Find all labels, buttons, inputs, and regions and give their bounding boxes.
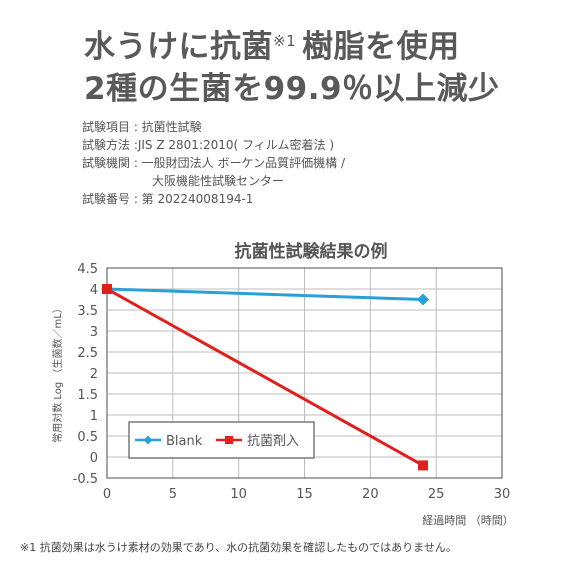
plot-area-frame — [106, 267, 503, 479]
y-axis-label: 常用対数 Log （生菌数／mL） — [51, 303, 64, 443]
y-tick-label: 4.5 — [77, 262, 98, 277]
y-axis-ticks: -0.5 0 0.5 1 1.5 2 2.5 3 3.5 4 4.5 — [73, 262, 98, 487]
x-tick-label: 0 — [103, 487, 111, 502]
footnote: ※1 抗菌効果は水うけ素材の効果であり、水の抗菌効果を確認したものではありません… — [20, 541, 457, 554]
series-line-1 — [106, 287, 424, 301]
y-tick-label: 3 — [90, 325, 98, 340]
y-tick-label: 0 — [90, 451, 98, 466]
series-1-point — [417, 293, 429, 306]
x-tick-label: 15 — [296, 487, 313, 502]
test-info-item: 試験項目 : 抗菌性試験 — [82, 120, 202, 134]
headline-line-2: 2種の生菌を99.9％以上減少 — [84, 71, 500, 107]
headline-line-1-main: 水うけに抗菌 — [84, 29, 273, 65]
series-line-2 — [106, 287, 424, 467]
y-tick-label: 2.5 — [77, 346, 98, 361]
y-tick-label: 0.5 — [77, 430, 98, 445]
x-tick-label: 5 — [169, 487, 177, 502]
x-tick-label: 25 — [428, 487, 445, 502]
antibacterial-test-chart: 抗菌性試験結果の例 -0.5 0 0.5 1 1.5 2 2.5 3 3.5 4 4.5 0 5 10 1… — [51, 241, 514, 527]
test-info-method: 試験方法 :JIS Z 2801:2010( フィルム密着法 ) — [82, 138, 335, 152]
x-tick-label: 30 — [494, 487, 511, 502]
chart-title: 抗菌性試験結果の例 — [235, 241, 388, 262]
headline-line-1-rest: 樹脂を使用 — [302, 29, 460, 65]
headline-footnote-mark: ※1 — [273, 32, 297, 50]
legend-marker-square — [225, 436, 233, 444]
test-info-org-cont: 大阪機能性試験センター — [152, 174, 285, 188]
headline-line-1: 水うけに抗菌※1 樹脂を使用 — [84, 20, 564, 68]
y-tick-label: 2 — [90, 367, 98, 382]
y-tick-label: 3.5 — [77, 304, 98, 319]
headline: 水うけに抗菌※1 樹脂を使用 2種の生菌を99.9％以上減少 — [84, 20, 564, 110]
x-tick-label: 20 — [362, 487, 379, 502]
chart-series — [101, 283, 429, 471]
legend-marker-diamond — [143, 435, 153, 445]
chart-legend: Blank 抗菌剤入 — [128, 421, 315, 459]
y-tick-label: 1.5 — [77, 388, 98, 403]
x-axis-label: 経過時間 （時間） — [422, 514, 514, 527]
series-2-point — [418, 460, 428, 471]
legend-label: Blank — [166, 434, 203, 449]
y-tick-label: -0.5 — [73, 472, 98, 487]
test-info-org: 試験機関 : 一般財団法人 ボーケン品質評価機構 / — [82, 156, 345, 170]
y-tick-label: 1 — [90, 409, 98, 424]
series-2-point — [102, 284, 112, 294]
test-info: 試験項目 : 抗菌性試験 試験方法 :JIS Z 2801:2010( フィルム… — [82, 118, 345, 208]
x-axis-ticks: 0 5 10 15 20 25 30 — [103, 487, 510, 502]
x-tick-label: 10 — [230, 487, 247, 502]
test-info-number: 試験番号 : 第 20224008194-1 — [82, 192, 254, 206]
y-tick-label: 4 — [90, 283, 98, 298]
legend-label: 抗菌剤入 — [247, 433, 299, 449]
